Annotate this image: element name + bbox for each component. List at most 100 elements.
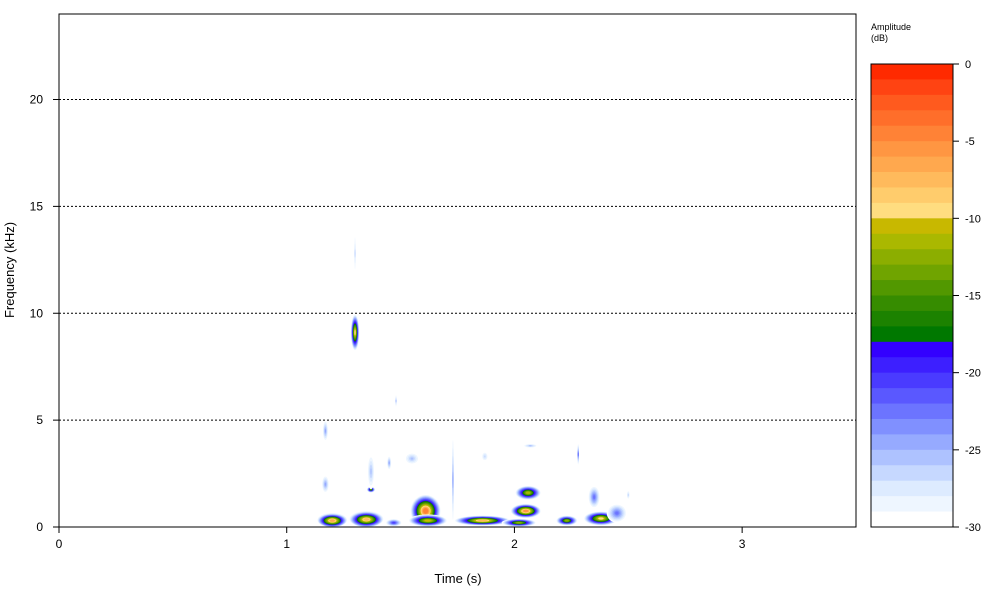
spectro-cell (395, 399, 397, 403)
colorbar-swatch (871, 233, 953, 250)
spectro-blob (481, 451, 489, 462)
spectro-blob (451, 431, 455, 527)
spectro-blob (350, 314, 360, 351)
spectro-blob (577, 442, 580, 466)
colorbar-swatch (871, 326, 953, 343)
colorbar-tick-label: -10 (965, 213, 981, 225)
colorbar-tick-label: -20 (965, 368, 981, 380)
y-tick-label: 10 (30, 306, 44, 320)
spectro-cell (529, 445, 532, 447)
x-tick-label: 3 (739, 537, 746, 551)
spectro-blob (321, 475, 330, 494)
plot-area (316, 231, 631, 528)
spectro-cell (329, 519, 335, 522)
spectro-blob (354, 231, 356, 276)
spectro-blob (555, 515, 578, 526)
spectro-cell (565, 519, 569, 522)
colorbar-swatch (871, 249, 953, 266)
colorbar-tick-label: -5 (965, 136, 975, 148)
spectro-cell (615, 511, 619, 515)
colorbar-swatch (871, 511, 953, 528)
colorbar-title-line2: (dB) (871, 33, 888, 43)
spectro-blob (404, 452, 420, 465)
colorbar-swatch (871, 187, 953, 204)
y-tick-label: 15 (30, 199, 44, 213)
y-tick-label: 0 (36, 520, 43, 534)
spectro-cell (593, 495, 596, 499)
y-axis-label: Frequency (kHz) (2, 222, 17, 318)
colorbar-swatch (871, 310, 953, 327)
spectro-cell (392, 522, 396, 524)
spectro-blob (454, 515, 512, 526)
spectro-cell (363, 518, 370, 521)
x-tick-label: 0 (56, 537, 63, 551)
spectro-cell (577, 452, 579, 457)
spectro-cell (452, 471, 454, 489)
colorbar-swatch (871, 295, 953, 312)
spectro-cell (424, 519, 431, 522)
spectro-blob (588, 485, 601, 509)
spectro-blob (583, 511, 619, 526)
spectro-cell (523, 509, 529, 513)
colorbar-swatch (871, 480, 953, 497)
x-axis: 0 1 2 3 (56, 527, 746, 551)
colorbar-tick-label: -30 (965, 522, 981, 534)
colorbar-swatch (871, 125, 953, 142)
colorbar-swatch (871, 403, 953, 420)
spectro-blob (316, 512, 348, 528)
colorbar-swatch (871, 434, 953, 451)
spectro-blob (322, 419, 329, 442)
colorbar-swatch (871, 141, 953, 158)
spectro-cell (516, 522, 522, 524)
colorbar-swatch (871, 465, 953, 482)
colorbar-swatch (871, 496, 953, 513)
colorbar-swatch (871, 64, 953, 80)
spectro-blob (606, 503, 628, 523)
colorbar-swatch (871, 172, 953, 188)
colorbar-swatch (871, 280, 953, 296)
colorbar-swatch (871, 357, 953, 374)
colorbar-swatch (871, 264, 953, 281)
colorbar-swatch (871, 341, 953, 358)
x-axis-label: Time (s) (434, 571, 481, 586)
spectro-cell (324, 482, 327, 486)
x-tick-label: 1 (283, 537, 290, 551)
spectro-cell (354, 329, 356, 336)
spectro-cell (354, 249, 356, 258)
spectro-blob (386, 455, 392, 471)
colorbar-swatch (871, 418, 953, 435)
spectro-cell (484, 455, 486, 458)
spectro-blob (515, 485, 542, 500)
spectro-blob (366, 486, 376, 493)
spectro-cell (627, 493, 629, 496)
colorbar-tick-label: -25 (965, 445, 981, 457)
spectro-cell (324, 428, 327, 433)
colorbar: 0 -5 -10 -15 -20 -25 -30 (870, 59, 981, 534)
spectro-cell (478, 519, 487, 522)
spectro-blob (367, 453, 375, 490)
colorbar-swatch (871, 388, 953, 405)
colorbar-swatch (871, 449, 953, 466)
spectro-blob (510, 503, 542, 519)
spectro-blob (395, 393, 397, 408)
colorbar-tick-label: -15 (965, 291, 981, 303)
colorbar-swatch (871, 372, 953, 389)
colorbar-swatch (871, 110, 953, 127)
y-axis: 0 5 10 15 20 (30, 93, 59, 534)
spectro-blob (408, 514, 448, 527)
y-tick-label: 20 (30, 93, 44, 107)
spectro-blob (385, 518, 403, 527)
spectro-cell (423, 508, 429, 514)
colorbar-swatch (871, 156, 953, 173)
colorbar-swatch (871, 218, 953, 235)
y-tick-label: 5 (36, 413, 43, 427)
colorbar-swatch (871, 202, 953, 219)
colorbar-title-line1: Amplitude (871, 22, 911, 32)
spectro-cell (370, 468, 372, 475)
colorbar-swatch (871, 94, 953, 111)
spectro-cell (410, 457, 414, 460)
x-tick-label: 2 (511, 537, 518, 551)
spectro-blob (501, 518, 537, 527)
spectro-cell (526, 491, 531, 494)
